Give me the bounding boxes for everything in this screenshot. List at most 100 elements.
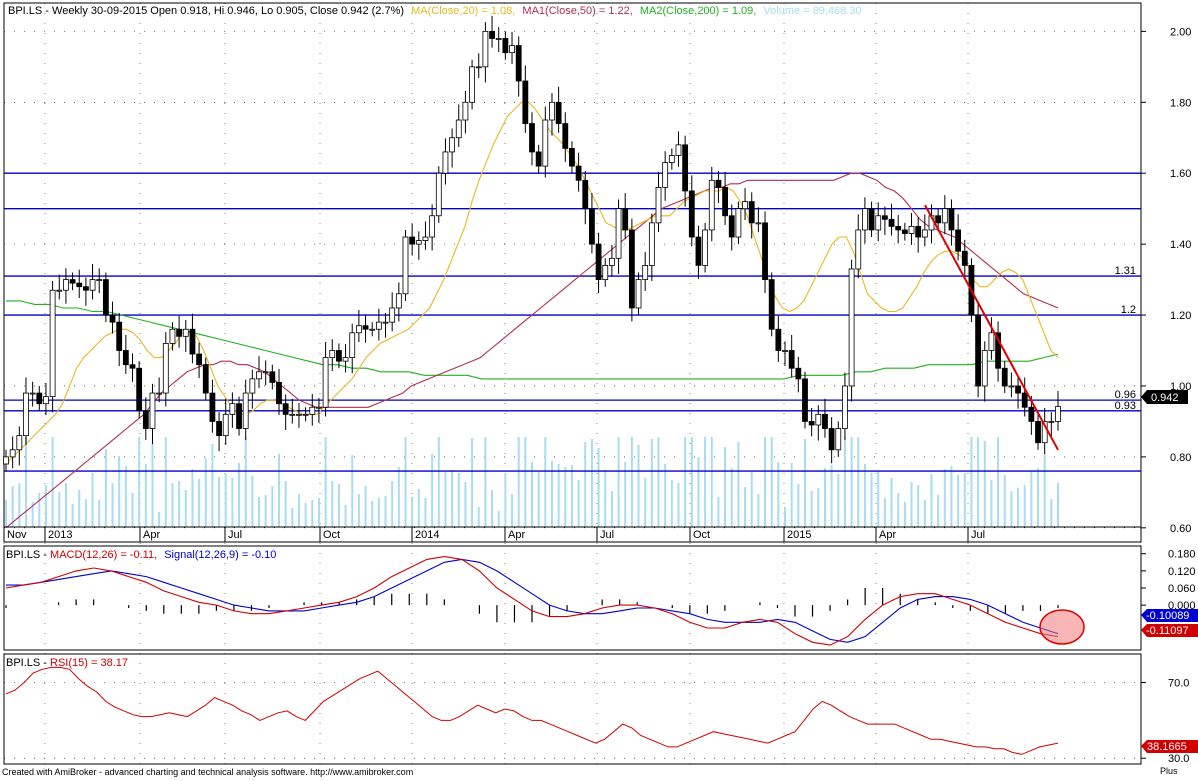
price-badge: 0.942 [1141, 390, 1188, 404]
candle-body [822, 413, 828, 429]
candle-body [269, 371, 276, 383]
macd-tick-label: 0.180 [1168, 549, 1196, 561]
price-header: BPI.LS - Weekly 30-09-2015 Open 0.918, H… [8, 5, 862, 17]
candle-body [848, 268, 855, 387]
signal-line [6, 558, 1059, 643]
x-tick-label: 2015 [787, 529, 811, 541]
candle-body [322, 357, 329, 408]
candle-body [935, 215, 942, 224]
macd-signal-badge: -0.10089 [1141, 609, 1198, 622]
candle-body [535, 151, 542, 167]
y-tick-label: 2.00 [1170, 26, 1191, 38]
candle-body [362, 325, 369, 330]
x-tick-label: Jul [600, 529, 614, 541]
candle-body [549, 101, 555, 121]
price-panel-border [3, 2, 1142, 543]
svg-text:-0.11097: -0.11097 [1146, 625, 1189, 637]
candle-body [395, 293, 402, 309]
candle-body [529, 123, 535, 153]
candle-body [102, 279, 109, 316]
candle-body [355, 325, 362, 334]
candle-body [249, 378, 256, 394]
candle-body [116, 321, 123, 351]
candle-body [575, 165, 582, 181]
candle-body [695, 236, 702, 266]
trend-line [924, 204, 1059, 451]
candle-body [662, 162, 669, 188]
footer-credit: Created with AmiBroker - advanced charti… [2, 767, 414, 777]
candle-body [682, 144, 689, 192]
rsi-tick-label: 30.0 [1168, 753, 1189, 765]
candle-body [169, 328, 176, 344]
candle-body [515, 45, 522, 82]
candle-body [502, 38, 509, 54]
candle-body [615, 208, 622, 259]
candle-body [375, 321, 382, 330]
level-label: 0.93 [1115, 400, 1136, 412]
candle-body [948, 208, 955, 231]
macd-header: BPI.LS - MACD(12,26) = -0.11, Signal(12,… [6, 549, 276, 561]
candle-body [908, 226, 915, 234]
candle-body [555, 101, 562, 124]
candle-body [828, 428, 835, 451]
x-tick-label: Apr [508, 529, 525, 541]
y-tick-label: 1.60 [1170, 168, 1191, 180]
candle-body [489, 30, 495, 39]
candle-body [1015, 385, 1021, 394]
candle-body [748, 201, 755, 224]
rsi-tick-label: 70.0 [1168, 678, 1189, 690]
candle-body [762, 222, 768, 280]
candle-body [69, 279, 76, 284]
candle-body [562, 123, 569, 149]
candle-body [835, 428, 842, 451]
x-tick-label: Oct [693, 529, 710, 541]
downtrend-line [924, 204, 1059, 451]
x-axis: Nov 2013 Apr Jul Oct 2014 Apr Jul Oct 2015 Apr Jul [3, 526, 1141, 542]
candle-body [402, 236, 409, 295]
price-y-axis: 0.60 0.80 1.00 1.20 1.40 1.60 1.80 2.00 [1141, 26, 1191, 535]
candle-body [256, 371, 262, 380]
candle-body [16, 435, 23, 451]
candle-body [795, 367, 802, 380]
candle-body [608, 257, 615, 266]
candle-body [815, 413, 822, 426]
candle-body [881, 215, 888, 220]
candle-body [955, 229, 962, 252]
candle-body [735, 208, 742, 238]
candle-body [602, 265, 609, 280]
y-tick-label: 0.80 [1170, 452, 1191, 464]
y-tick-label: 1.40 [1170, 239, 1191, 251]
candle-body [156, 392, 163, 395]
candle-body [522, 80, 529, 124]
candle-body [921, 229, 928, 238]
y-tick-label: 0.60 [1170, 523, 1191, 535]
candle-body [509, 45, 515, 54]
rsi-badge: 38.1665 [1141, 740, 1198, 753]
candle-body [742, 201, 748, 210]
macd-panel-border [3, 545, 1142, 651]
volume-bars [5, 437, 1059, 527]
y-tick-label: 1.00 [1170, 381, 1191, 393]
candle-body [222, 413, 229, 437]
candle-body [648, 222, 655, 266]
candle-body [429, 215, 436, 238]
candle-body [728, 215, 735, 238]
candle-body [149, 392, 156, 429]
candle-body [808, 421, 815, 426]
candle-body [9, 449, 16, 458]
candle-body [655, 186, 662, 224]
candle-body [1048, 421, 1055, 423]
candle-body [309, 406, 316, 415]
candle-body [981, 350, 988, 387]
candlesticks [3, 15, 1061, 472]
candle-body [216, 421, 222, 437]
candle-body [722, 186, 728, 217]
rsi-panel-border [3, 653, 1142, 765]
candle-body [63, 279, 69, 291]
candle-body [189, 328, 196, 355]
x-tick-label: Jul [971, 529, 985, 541]
candle-body [961, 250, 968, 266]
candle-body [1035, 421, 1041, 444]
